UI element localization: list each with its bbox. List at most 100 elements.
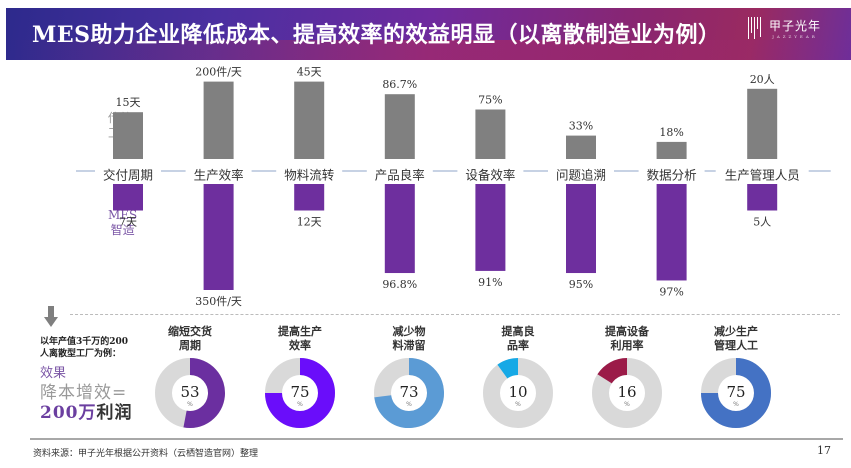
donut-item: 减少生产 管理人工 75% (686, 325, 786, 429)
mes-label-line2: 智造 (110, 223, 135, 237)
bar-mes (113, 184, 143, 211)
donut-title: 提高设备 利用率 (577, 325, 677, 355)
page-title: MES助力企业降低成本、提高效率的效益明显（以离散制造业为例） (32, 22, 721, 48)
donut-value: 10 (508, 383, 527, 401)
bar-mes (747, 184, 778, 211)
bar-label-traditional: 18% (659, 126, 683, 139)
donut-value: 16 (617, 383, 636, 401)
donut-item: 提高设备 利用率 16% (577, 325, 677, 429)
donut-chart: 10% (483, 358, 553, 428)
bar-mes (475, 184, 506, 271)
category-label: 设备效率 (465, 168, 515, 183)
donut-unit: % (624, 401, 630, 408)
donut-unit: % (297, 401, 303, 408)
effect-line2: 200万利润 (40, 398, 133, 423)
donut-item: 提高生产 效率 75% (250, 325, 350, 429)
comparison-bar-chart: 交付周期 15天 7天 生产效率 200件/天 350件/天 物料流转 45天 12天 产品良率 8… (76, 66, 831, 308)
donut-arc (265, 358, 335, 428)
donut-value: 53 (180, 383, 199, 401)
category-label: 问题追溯 (556, 168, 606, 183)
donut-title: 减少生产 管理人工 (686, 325, 786, 355)
category-label: 生产效率 (194, 168, 244, 183)
logo-text-cn: 甲子光年 (768, 19, 821, 33)
category-label: 交付周期 (103, 168, 153, 183)
footer-divider (30, 438, 843, 440)
bar-label-mes: 97% (659, 285, 683, 298)
example-description: 以年产值3千万的200 人离散型工厂为例： (40, 336, 170, 360)
bar-mes (566, 184, 596, 274)
bar-traditional (475, 109, 506, 159)
bar-traditional (747, 88, 778, 159)
effect-suffix: 利润 (96, 403, 133, 423)
category-label: 数据分析 (647, 168, 697, 183)
bar-label-mes: 7天 (119, 216, 137, 229)
donut-title-line: 管理人工 (714, 339, 758, 352)
donut-title-line: 缩短交货 (168, 325, 212, 338)
bar-label-traditional: 86.7% (382, 78, 417, 91)
bar-label-traditional: 75% (478, 94, 502, 107)
example-line2: 人离散型工厂为例： (40, 349, 122, 359)
bar-label-mes: 91% (478, 276, 502, 289)
mes-label: MES 智造 (108, 208, 137, 238)
bar-traditional (566, 135, 596, 159)
category-label: 物料流转 (284, 168, 334, 183)
bar-traditional (203, 81, 234, 159)
donut-arc (701, 358, 771, 428)
source-note: 资料来源：甲子光年根据公开资料（云栖智造官网）整理 (33, 449, 259, 459)
logo-text-en: JAZZYEAR (772, 34, 818, 39)
bar-label-traditional: 45天 (297, 66, 322, 79)
bar-label-mes: 5人 (753, 216, 771, 229)
mes-label-line1: MES (108, 208, 138, 222)
effect-line1: 降本增效= (40, 383, 128, 403)
donut-title-line: 料滞留 (392, 339, 426, 352)
bar-mes (656, 184, 687, 281)
donut-unit: % (406, 401, 412, 408)
logo-bars-icon (747, 17, 761, 39)
section-divider (70, 314, 840, 315)
donut-title-line: 提高生产 (278, 325, 322, 338)
bar-label-traditional: 20人 (750, 73, 775, 86)
brand-logo: 甲子光年 JAZZYEAR (747, 17, 821, 39)
category-label: 产品良率 (375, 168, 425, 183)
donut-item: 缩短交货 周期 53% (140, 325, 240, 429)
donut-unit: % (515, 401, 521, 408)
category-label: 生产管理人员 (725, 168, 800, 183)
bar-mes (203, 184, 234, 290)
donut-chart: 75% (701, 358, 771, 428)
bar-mes (294, 184, 325, 211)
donut-item: 减少物 料滞留 73% (359, 325, 459, 429)
donut-title-line: 减少生产 (714, 325, 758, 338)
effect-label: 效果 (40, 366, 67, 381)
bar-label-mes: 12天 (297, 216, 322, 229)
donut-unit: % (733, 401, 739, 408)
bar-label-traditional: 15天 (116, 96, 141, 109)
donut-title: 提高良 品率 (468, 325, 568, 355)
donut-title: 提高生产 效率 (250, 325, 350, 355)
header-banner: MES助力企业降低成本、提高效率的效益明显（以离散制造业为例） 甲子光年 JAZ… (6, 8, 851, 60)
bar-label-mes: 95% (569, 278, 593, 291)
bar-traditional (384, 94, 415, 159)
donut-arc (497, 358, 519, 379)
donut-arc (597, 358, 628, 384)
donut-title-line: 提高良 (501, 325, 535, 338)
bar-label-traditional: 33% (569, 120, 593, 133)
donut-title-line: 减少物 (392, 325, 426, 338)
donut-arc (183, 358, 225, 428)
bar-traditional (294, 81, 325, 159)
donut-arc (374, 358, 444, 428)
example-line1: 以年产值3千万的200 (40, 337, 129, 347)
bar-label-mes: 96.8% (382, 278, 417, 291)
donut-value: 75 (726, 383, 745, 401)
donut-title-line: 周期 (179, 339, 201, 352)
donut-title-line: 利用率 (610, 339, 644, 352)
bar-mes (384, 184, 415, 274)
donut-title: 缩短交货 周期 (140, 325, 240, 355)
donut-value: 73 (399, 383, 418, 401)
donut-chart: 53% (155, 358, 225, 428)
donut-title-line: 效率 (289, 339, 311, 352)
donut-chart: 73% (374, 358, 444, 428)
donut-title-line: 提高设备 (605, 325, 649, 338)
page-number: 17 (817, 444, 831, 457)
donut-unit: % (187, 401, 193, 408)
effect-amount: 200万 (40, 403, 97, 423)
